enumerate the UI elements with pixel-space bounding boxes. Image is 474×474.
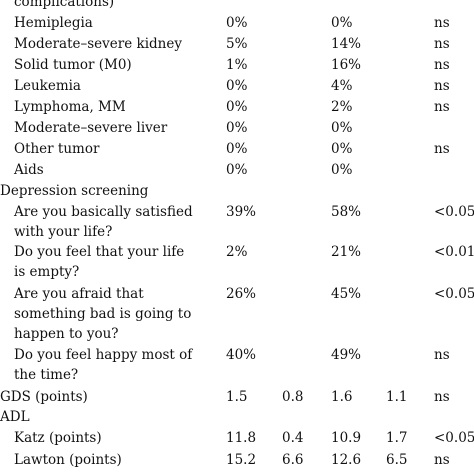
p-value-cell: ns [434,452,450,468]
row-label: Hemiplegia [14,15,93,31]
sd-cell: 0.4 [282,430,304,446]
p-value-cell: <0.01 [434,244,474,260]
value-cell: 1.5 [226,389,248,405]
value-cell: 26% [226,286,257,302]
value-cell: 0% [331,120,353,136]
sd-cell: 6.5 [386,452,408,468]
section-label: Depression screening [0,183,149,199]
value-cell: 0% [226,15,248,31]
p-value-cell: ns [434,15,450,31]
p-value-cell: ns [434,99,450,115]
row-label: Are you afraid that [14,286,144,302]
p-value-cell: ns [434,389,450,405]
value-cell: 16% [331,57,362,73]
row-label: Do you feel happy most of [14,347,193,363]
row-label: happen to you? [14,326,119,342]
row-label: Other tumor [14,141,100,157]
value-cell: 0% [226,78,248,94]
p-value-cell: ns [434,57,450,73]
sd-cell: 1.7 [386,430,408,446]
value-cell: 49% [331,347,362,363]
row-label: complications) [14,0,115,10]
p-value-cell: <0.05 [434,286,474,302]
p-value-cell: <0.05 [434,204,474,220]
value-cell: 1% [226,57,248,73]
row-label: Moderate–severe liver [14,120,168,136]
value-cell: 15.2 [226,452,257,468]
value-cell: 11.8 [226,430,257,446]
row-label: Solid tumor (M0) [14,57,132,73]
value-cell: 0% [331,141,353,157]
row-label: is empty? [14,264,80,280]
value-cell: 10.9 [331,430,362,446]
value-cell: 2% [226,244,248,260]
row-label: Moderate–severe kidney [14,36,182,52]
row-label: Aids [14,162,44,178]
value-cell: 5% [226,36,248,52]
row-label: Are you basically satisfied [14,204,193,220]
section-label: ADL [0,409,30,425]
value-cell: 1.6 [331,389,353,405]
value-cell: 0% [226,99,248,115]
value-cell: 40% [226,347,257,363]
row-label: Katz (points) [14,430,102,446]
p-value-cell: ns [434,78,450,94]
value-cell: 45% [331,286,362,302]
value-cell: 4% [331,78,353,94]
row-label: GDS (points) [0,389,88,405]
value-cell: 39% [226,204,257,220]
sd-cell: 6.6 [282,452,304,468]
row-label: the time? [14,367,79,383]
row-label: Do you feel that your life [14,244,185,260]
p-value-cell: <0.05 [434,430,474,446]
p-value-cell: ns [434,141,450,157]
value-cell: 21% [331,244,362,260]
value-cell: 0% [226,162,248,178]
p-value-cell: ns [434,36,450,52]
value-cell: 2% [331,99,353,115]
value-cell: 0% [226,141,248,157]
value-cell: 14% [331,36,362,52]
row-label: Lymphoma, MM [14,99,126,115]
row-label: Leukemia [14,78,81,94]
row-label: Lawton (points) [14,452,122,468]
value-cell: 0% [331,162,353,178]
row-label: with your life? [14,224,113,240]
value-cell: 12.6 [331,452,362,468]
p-value-cell: ns [434,347,450,363]
sd-cell: 1.1 [386,389,408,405]
sd-cell: 0.8 [282,389,304,405]
row-label: something bad is going to [14,306,192,322]
value-cell: 0% [331,15,353,31]
value-cell: 0% [226,120,248,136]
value-cell: 58% [331,204,362,220]
